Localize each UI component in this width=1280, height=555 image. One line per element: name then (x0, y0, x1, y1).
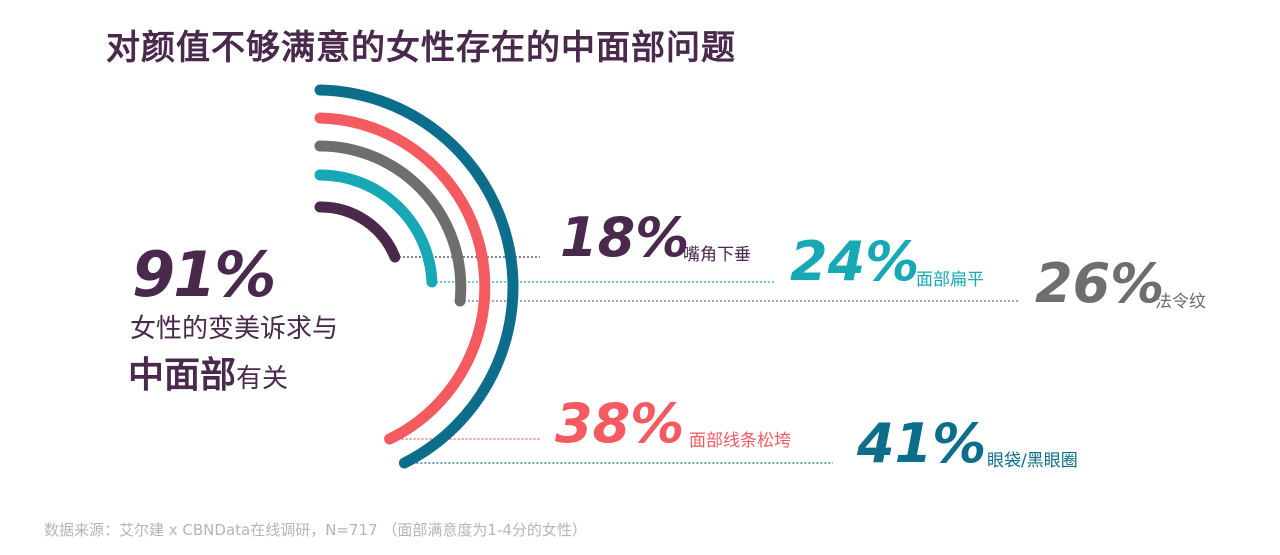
source-footnote: 数据来源：艾尔建 x CBNData在线调研，N=717 （面部满意度为1-4分… (44, 521, 587, 539)
summary-line-2: 中面部有关 (128, 346, 288, 398)
value-label-1: 24% (790, 230, 920, 293)
summary-percent: 91% (132, 238, 276, 311)
category-label-4: 眼袋/黑眼圈 (987, 451, 1078, 471)
category-label-3: 面部线条松垮 (689, 431, 791, 451)
category-label-2: 法令纹 (1155, 292, 1206, 312)
category-label-0: 嘴角下垂 (683, 245, 751, 265)
arc-4 (314, 84, 519, 469)
arc-3 (314, 112, 491, 445)
value-label-0: 18% (560, 206, 690, 269)
category-label-1: 面部扁平 (916, 270, 984, 290)
summary-line-1: 女性的变美诉求与 (130, 314, 339, 344)
summary-line-2-rest: 有关 (236, 364, 289, 394)
chart-title: 对颜值不够满意的女性存在的中面部问题 (106, 28, 736, 68)
arc-1 (314, 169, 438, 288)
value-label-2: 26% (1035, 252, 1165, 315)
value-label-4: 41% (857, 412, 987, 475)
arc-0 (314, 201, 401, 263)
summary-line-2-bold: 中面部 (128, 355, 237, 396)
value-label-3: 38% (555, 392, 685, 455)
arc-2 (314, 140, 467, 307)
